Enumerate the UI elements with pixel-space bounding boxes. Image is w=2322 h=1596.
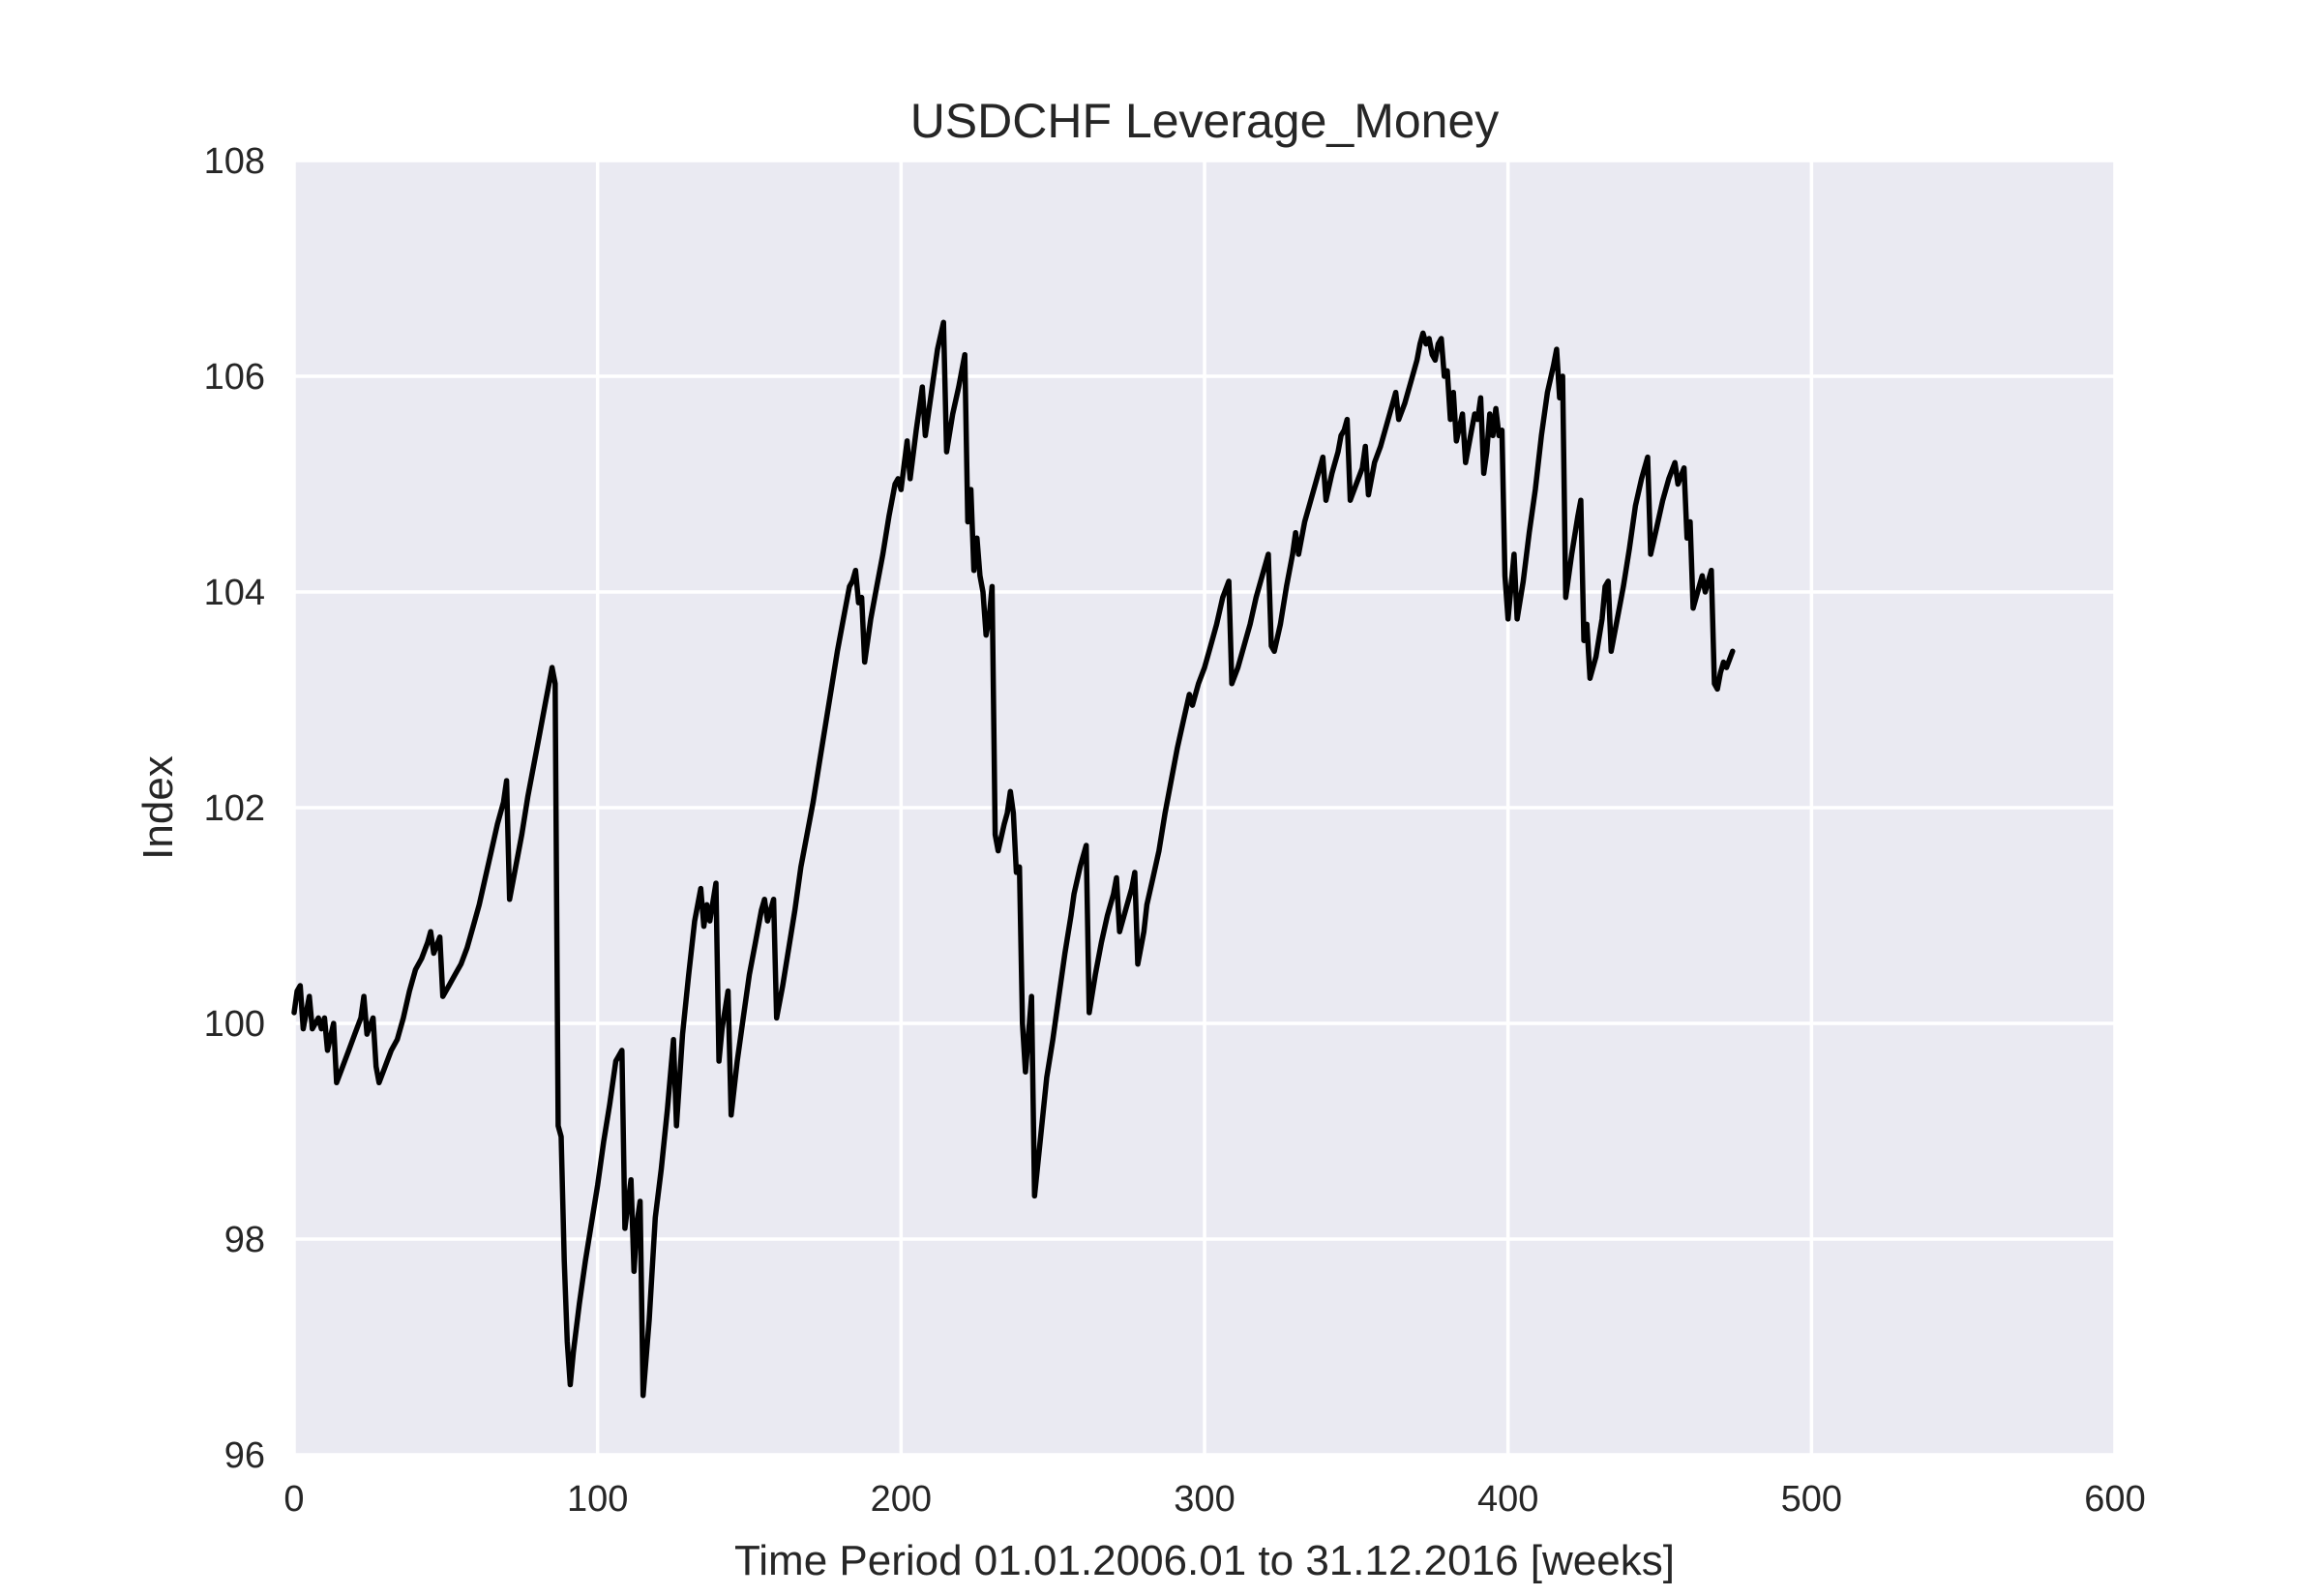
y-tick-labels: 96 98 100 102 104 106 108 bbox=[204, 141, 265, 1476]
x-tick-labels: 0 100 200 300 400 500 600 bbox=[283, 1479, 2145, 1520]
y-tick-label: 106 bbox=[204, 357, 265, 398]
x-axis-label: Time Period 01.01.2006.01 to 31.12.2016 … bbox=[734, 1537, 1675, 1584]
chart-title: USDCHF Leverage_Money bbox=[910, 94, 1500, 148]
series-line bbox=[291, 319, 1736, 1399]
x-tick-label: 0 bbox=[283, 1479, 304, 1520]
x-tick-label: 500 bbox=[1781, 1479, 1842, 1520]
y-tick-label: 102 bbox=[204, 788, 265, 829]
y-tick-label: 100 bbox=[204, 1004, 265, 1045]
x-tick-label: 600 bbox=[2084, 1479, 2145, 1520]
x-tick-label: 100 bbox=[567, 1479, 628, 1520]
x-tick-label: 400 bbox=[1477, 1479, 1538, 1520]
y-tick-label: 98 bbox=[224, 1220, 265, 1260]
x-tick-label: 300 bbox=[1174, 1479, 1235, 1520]
y-tick-label: 104 bbox=[204, 573, 265, 613]
series-group bbox=[291, 319, 1736, 1399]
y-tick-label: 108 bbox=[204, 141, 265, 182]
x-tick-label: 200 bbox=[871, 1479, 932, 1520]
y-tick-label: 96 bbox=[224, 1435, 265, 1476]
y-axis-label: Index bbox=[134, 755, 182, 860]
grid-lines bbox=[292, 159, 2117, 1457]
